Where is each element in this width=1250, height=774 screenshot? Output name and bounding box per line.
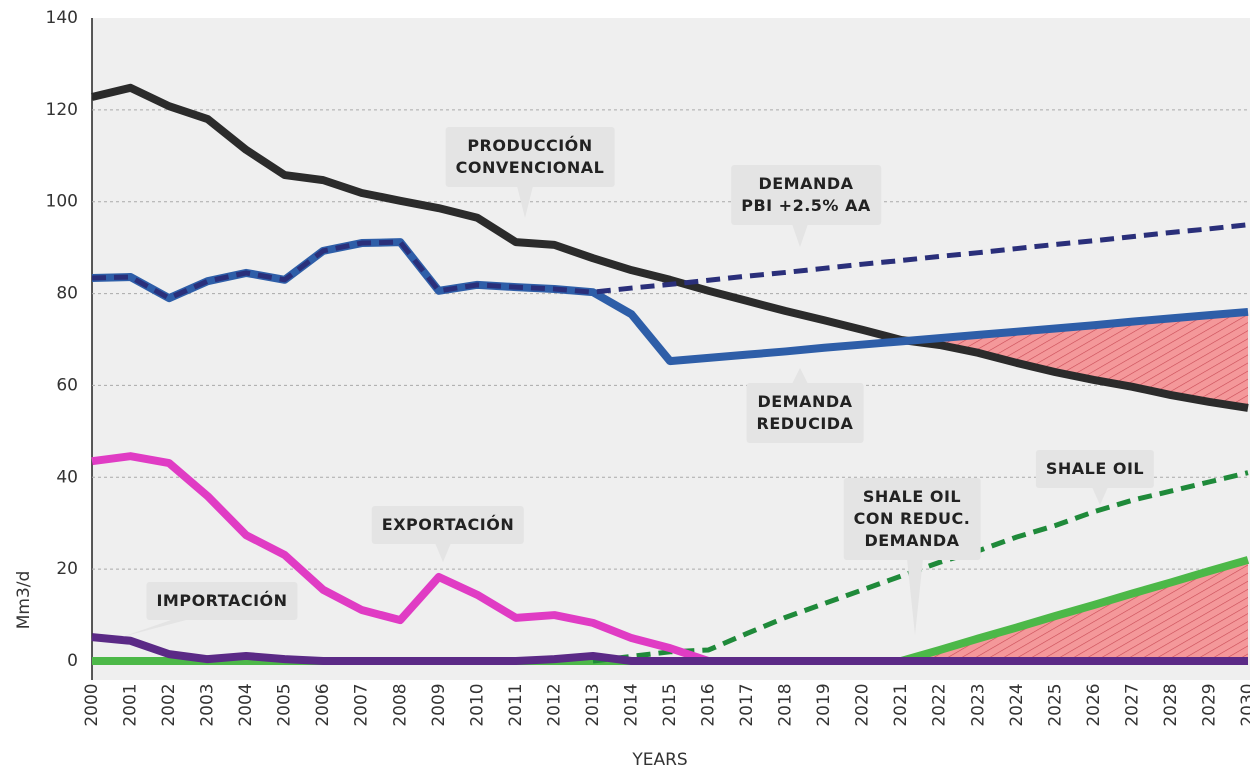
x-tick-label: 2012: [544, 683, 564, 726]
x-tick-label: 2005: [275, 683, 295, 726]
x-tick-label: 2025: [1045, 683, 1065, 726]
y-axis-label: Mm3/d: [14, 571, 34, 630]
x-tick-label: 2011: [506, 683, 526, 726]
x-tick-label: 2002: [159, 683, 179, 726]
x-tick-label: 2000: [82, 683, 102, 726]
callout-pointer: [517, 186, 533, 218]
x-tick-label: 2030: [1238, 683, 1250, 726]
series-callout: SHALE OIL: [1035, 450, 1155, 488]
x-tick-label: 2028: [1161, 683, 1181, 726]
y-tick-label: 120: [46, 100, 78, 120]
x-tick-label: 2014: [621, 683, 641, 726]
y-tick-label: 0: [67, 651, 78, 671]
x-tick-label: 2004: [236, 683, 256, 726]
series-callout: EXPORTACIÓN: [371, 506, 525, 544]
x-tick-label: 2017: [737, 683, 757, 726]
x-tick-label: 2013: [583, 683, 603, 726]
y-tick-label: 60: [56, 375, 78, 395]
callout-pointer: [907, 559, 923, 635]
x-tick-label: 2027: [1122, 683, 1142, 726]
callout-pointer: [792, 224, 808, 247]
x-tick-label: 2001: [121, 683, 141, 726]
y-tick-label: 80: [56, 284, 78, 304]
y-tick-label: 140: [46, 8, 78, 28]
x-tick-label: 2003: [198, 683, 218, 726]
x-tick-label: 2015: [660, 683, 680, 726]
callout-pointer: [1092, 487, 1108, 505]
x-tick-label: 2018: [776, 683, 796, 726]
series-callout: SHALE OIL CON REDUC. DEMANDA: [843, 478, 981, 560]
y-tick-label: 20: [56, 559, 78, 579]
series-callout: IMPORTACIÓN: [146, 582, 298, 620]
series-callout: DEMANDA REDUCIDA: [746, 383, 864, 443]
series-line: [91, 633, 1248, 665]
shaded-area: [92, 559, 1248, 661]
y-tick-label: 100: [46, 192, 78, 212]
x-tick-label: 2009: [429, 683, 449, 726]
x-tick-label: 2016: [699, 683, 719, 726]
x-tick-label: 2019: [814, 683, 834, 726]
series-line: [91, 83, 1249, 412]
y-tick-label: 40: [56, 467, 78, 487]
callout-pointer: [792, 368, 808, 384]
shaded-area: [92, 87, 1248, 408]
x-tick-label: 2021: [891, 683, 911, 726]
x-tick-label: 2026: [1084, 683, 1104, 726]
x-tick-label: 2029: [1199, 683, 1219, 726]
series-line: [91, 222, 1249, 301]
series-callout: PRODUCCIÓN CONVENCIONAL: [445, 127, 615, 187]
x-tick-label: 2010: [467, 683, 487, 726]
series-line: [91, 452, 710, 665]
x-axis-label: YEARS: [631, 750, 687, 770]
x-tick-label: 2020: [853, 683, 873, 726]
x-tick-label: 2023: [968, 683, 988, 726]
x-tick-label: 2007: [352, 683, 372, 726]
x-tick-label: 2006: [313, 683, 333, 726]
series-callout: DEMANDA PBI +2.5% AA: [731, 165, 881, 225]
x-tick-label: 2022: [930, 683, 950, 726]
callout-pointer: [122, 619, 190, 637]
x-tick-label: 2008: [390, 683, 410, 726]
x-tick-label: 2024: [1007, 683, 1027, 726]
callout-pointer: [435, 543, 451, 562]
